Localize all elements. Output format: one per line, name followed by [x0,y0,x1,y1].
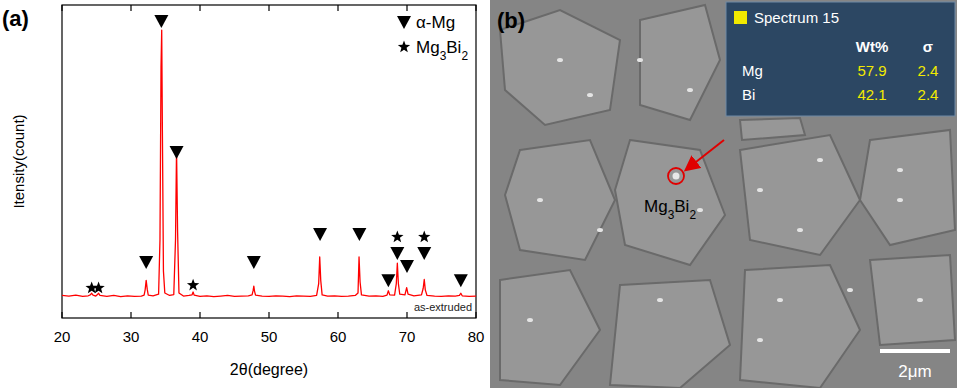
x-tick [199,312,200,318]
precipitate [917,298,923,302]
x-tick [406,312,407,318]
precipitate [587,93,593,97]
precipitate [847,288,853,292]
peak-marker [381,274,395,287]
element: Mg [742,62,763,79]
x-tick-top [268,5,269,11]
grain [640,5,720,120]
highlight-circle [668,168,684,184]
precipitate [897,198,903,202]
cell-value: 2.4 [918,86,939,103]
peak-marker [154,15,168,28]
x-tick-label: 80 [468,328,485,345]
cell-value: 2.4 [918,62,939,79]
figure: (a) 20 30 40 50 60 70 80 2θ(degree) Itensity(coun… [0,0,957,388]
peak-marker [313,228,327,241]
arrow [687,140,724,169]
column-header: Wt% [856,38,889,55]
peak-marker [170,146,184,159]
peak-marker [352,228,366,241]
grain [610,280,730,388]
x-tick [268,312,269,318]
precipitate [757,338,763,342]
peak-marker [139,256,153,269]
x-tick-label: 20 [54,328,71,345]
x-tick-label: 40 [192,328,209,345]
column-header: σ [923,38,933,55]
scale-bar [880,349,950,353]
grain [740,135,860,255]
phase-label: Mg3Bi2 [644,197,696,222]
panel-label: (b) [497,8,525,33]
peak-marker [92,281,104,293]
precipitate [637,58,643,62]
peak-marker [418,230,430,242]
precipitate [673,173,680,180]
spectrum-inset: Spectrum 15 Wt% σ Mg 57.9 2.4 Bi 42.1 2.4 [726,2,955,116]
precipitate [797,228,803,232]
legend: α-Mg Mg3Bi2 [397,13,468,63]
panel-label: (a) [2,6,29,31]
precipitate [897,168,903,172]
legend-label: α-Mg [416,13,455,32]
x-tick-top [337,5,338,11]
x-tick [130,312,131,318]
grain [870,255,955,345]
plot-data [62,15,476,297]
peak-marker [391,230,403,242]
sem-background [490,0,957,388]
precipitate [597,228,603,232]
precipitate [817,158,823,162]
spectrum-title: Spectrum 15 [754,9,839,26]
x-tick-top [475,5,476,11]
y-axis-label: Itensity(count) [10,114,27,208]
cell-value: 57.9 [857,62,886,79]
xrd-pattern [62,30,476,297]
x-tick-label: 50 [261,328,278,345]
spectrum-swatch [734,11,747,24]
precipitate [557,58,563,62]
peak-marker [390,247,404,260]
legend-symbol [397,16,411,29]
precipitate [527,318,533,322]
precipitate [687,88,693,92]
x-tick-top [406,5,407,11]
legend-label: Mg3Bi2 [416,38,468,63]
peak-marker [417,247,431,260]
x-tick-top [199,5,200,11]
grain [615,140,725,265]
cell-value: 42.1 [857,86,886,103]
x-tick-top [130,5,131,11]
precipitate [757,188,763,192]
annotation: as-extruded [414,301,472,313]
x-tick [337,312,338,318]
grain [740,265,860,388]
peak-marker [247,256,261,269]
element: Bi [742,86,755,103]
x-tick-label: 30 [123,328,140,345]
grain [860,130,955,245]
precipitate [537,198,543,202]
precipitate [657,298,663,302]
legend-symbol [398,41,410,53]
grain [500,270,600,385]
panel-a: (a) 20 30 40 50 60 70 80 2θ(degree) Itensity(coun… [2,5,484,378]
peak-marker [187,279,199,291]
grain [740,118,805,140]
peak-marker [454,274,468,287]
scale-bar-label: 2μm [898,362,931,381]
x-tick [475,312,476,318]
peak-marker [400,260,414,273]
plot-frame [62,5,476,318]
x-tick-label: 70 [399,328,416,345]
inset-box [726,2,955,116]
precipitate [777,298,783,302]
precipitate [697,208,703,212]
x-axis-label: 2θ(degree) [230,361,308,378]
panel-b: Mg3Bi2 Spectrum 15 Wt% σ Mg 57.9 2.4 Bi 42.1 2.4 2… [490,0,957,388]
x-tick [61,312,62,318]
grain [505,140,615,260]
x-tick-top [61,5,62,11]
x-tick-label: 60 [330,328,347,345]
